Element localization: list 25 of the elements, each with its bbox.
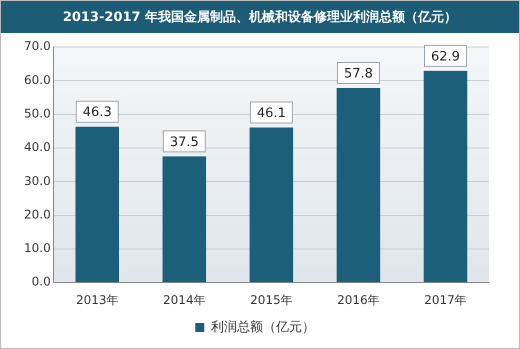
y-tick-label: 60.0 xyxy=(24,72,51,87)
y-tick-label: 40.0 xyxy=(24,140,51,154)
y-tick-label: 50.0 xyxy=(24,106,51,120)
x-tick-label: 2014年 xyxy=(163,292,206,307)
chart-title: 2013-2017 年我国金属制品、机械和设备修理业利润总额（亿元） xyxy=(1,1,519,33)
data-label: 57.8 xyxy=(344,66,373,82)
x-tick-label: 2016年 xyxy=(337,292,380,307)
bar xyxy=(162,156,206,282)
data-label: 37.5 xyxy=(170,134,199,150)
data-label: 46.3 xyxy=(82,105,112,120)
bar xyxy=(250,127,294,282)
y-tick-label: 0.0 xyxy=(32,274,51,289)
data-label: 46.1 xyxy=(256,106,286,121)
x-tick-label: 2015年 xyxy=(250,292,293,307)
y-tick-label: 20.0 xyxy=(24,207,51,222)
y-tick-label: 30.0 xyxy=(24,174,51,188)
x-tick-label: 2017年 xyxy=(424,292,467,307)
x-tick-label: 2013年 xyxy=(76,292,119,307)
y-tick-label: 10.0 xyxy=(24,241,51,256)
data-label: 62.9 xyxy=(430,49,460,64)
bar xyxy=(75,126,120,282)
bar xyxy=(424,70,468,282)
y-tick-label: 70.0 xyxy=(24,39,51,54)
bar xyxy=(336,88,380,282)
legend-label: 利润总额（亿元） xyxy=(210,320,315,335)
